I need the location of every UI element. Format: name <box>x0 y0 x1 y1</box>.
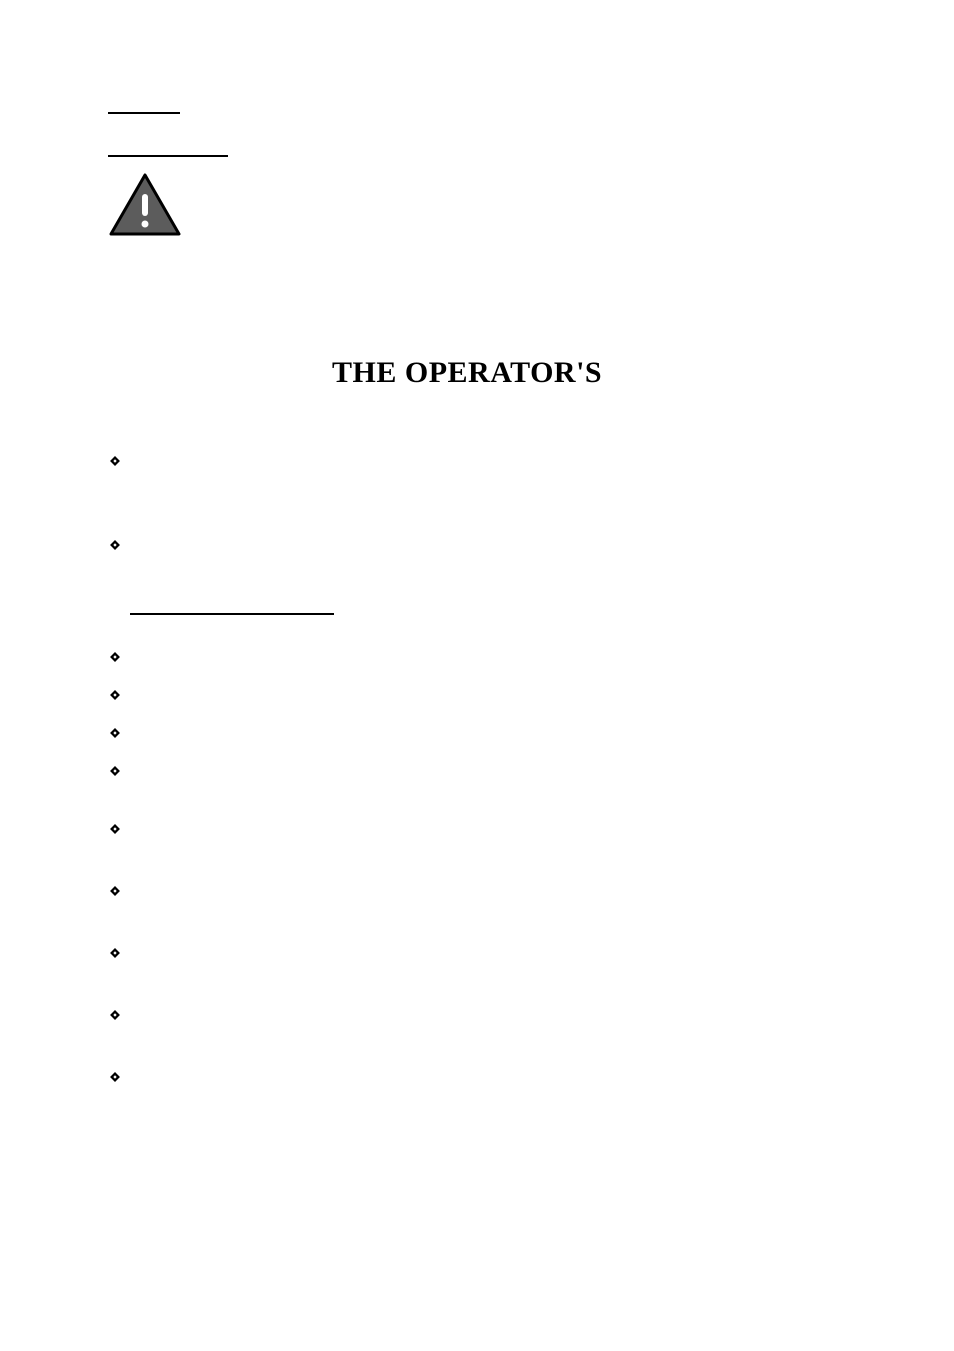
bullet-icon <box>108 1008 122 1022</box>
horizontal-rule <box>108 155 228 157</box>
bullet-icon <box>108 764 122 778</box>
warning-triangle-icon <box>108 172 182 243</box>
bullet-icon <box>108 822 122 836</box>
bullet-icon <box>108 1070 122 1084</box>
document-page: THE OPERATOR'S <box>0 0 954 150</box>
bullet-icon <box>108 454 122 468</box>
bullet-icon <box>108 726 122 740</box>
bullet-icon <box>108 946 122 960</box>
bullet-icon <box>108 538 122 552</box>
bullet-icon <box>108 688 122 702</box>
horizontal-rule <box>130 613 334 615</box>
bullet-icon <box>108 884 122 898</box>
horizontal-rule <box>108 112 180 114</box>
page-title: THE OPERATOR'S <box>332 356 602 390</box>
bullet-icon <box>108 650 122 664</box>
